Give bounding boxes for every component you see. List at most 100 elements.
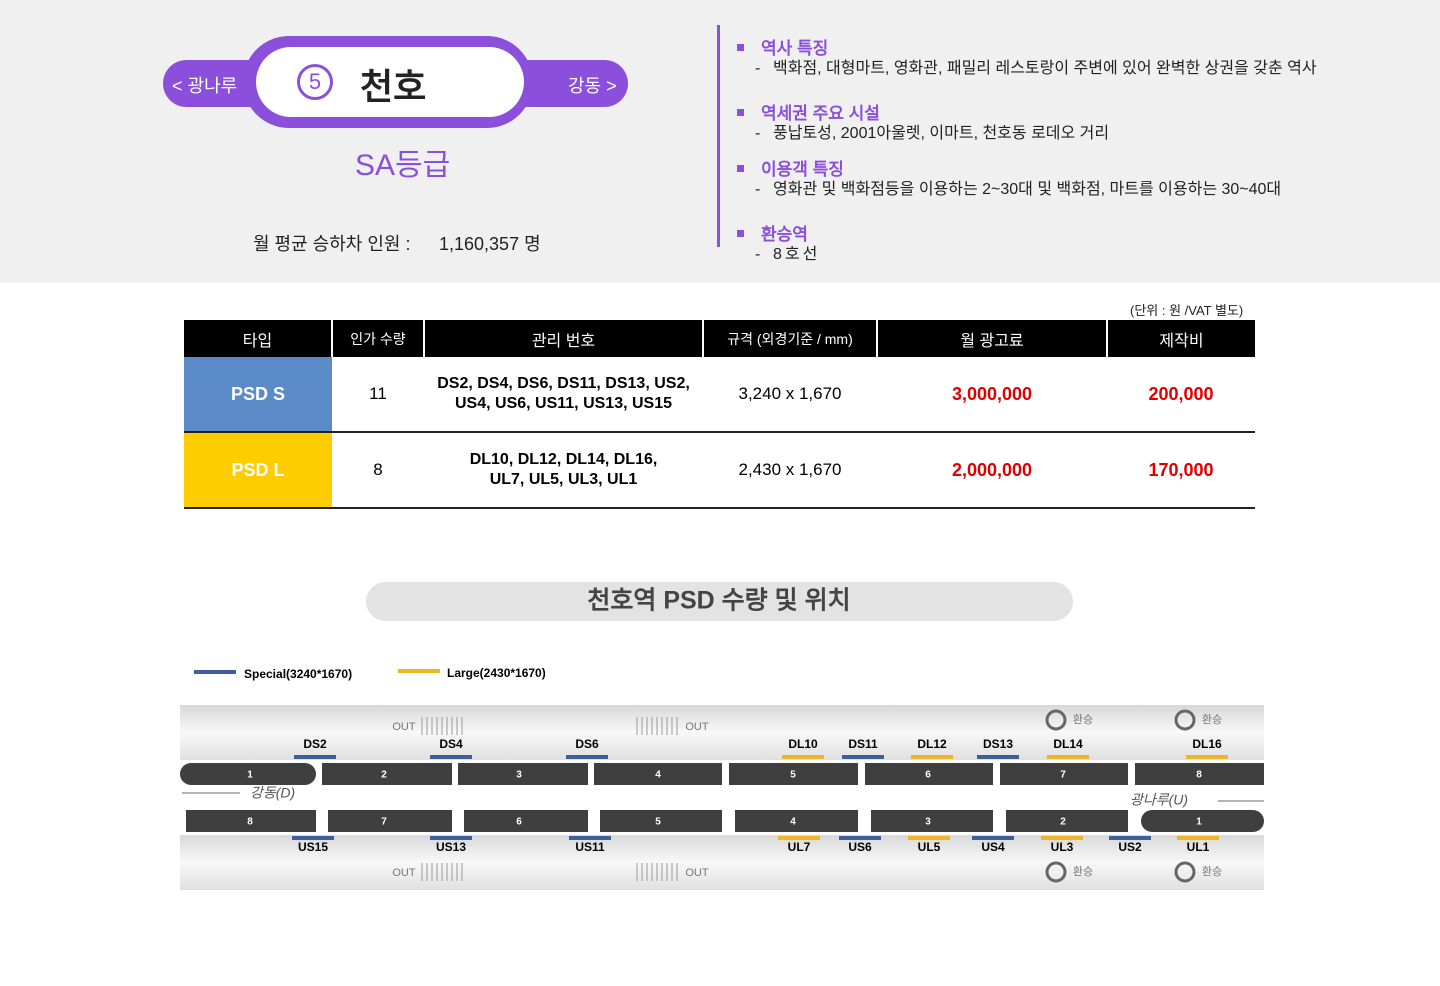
feature: 역사 특징백화점, 대형마트, 영화관, 패밀리 레스토랑이 주변에 있어 완벽…: [735, 34, 1325, 79]
feature-heading: 역사 특징: [735, 34, 1325, 59]
transfer-icon: [1174, 709, 1196, 731]
car-number: 1: [247, 770, 253, 781]
psd-marker: [842, 755, 884, 759]
feature: 이용객 특징영화관 및 백화점등을 이용하는 2~30대 및 백화점, 마트를 …: [735, 155, 1295, 200]
station-name: 천호: [360, 66, 427, 107]
transfer-icon: [1174, 861, 1196, 883]
car-number: 4: [655, 770, 661, 781]
car-number: 5: [655, 817, 661, 828]
psd-marker: [1047, 755, 1089, 759]
transfer-icon: [1045, 709, 1067, 731]
car-number: 2: [1060, 817, 1066, 828]
size-cell: 2,430 x 1,670: [703, 432, 877, 509]
psd-marker: [911, 755, 953, 759]
ridership: 1,160,357 명: [439, 234, 541, 254]
header-cell: 규격 (외경기준 / mm): [702, 320, 877, 357]
psd-label: DS11: [848, 737, 878, 751]
car: [600, 810, 722, 832]
psd-label: DS4: [439, 737, 463, 751]
car: [322, 763, 452, 785]
car-number: 5: [790, 770, 796, 781]
feature: 환승역8호선: [735, 220, 1325, 265]
car-number: 7: [381, 817, 387, 828]
psd-marker: [430, 755, 472, 759]
car: [180, 763, 316, 785]
psd-marker: [566, 755, 608, 759]
psd-label: US15: [298, 840, 328, 854]
psd-marker: [1109, 836, 1151, 840]
car: [735, 810, 858, 832]
ridership-label: 월 평균 승하차 인원 :: [253, 234, 411, 254]
ids-cell: DS2, DS4, DS6, DS11, DS13, US2, US4, US6…: [424, 357, 703, 433]
table-row: PSD S 11 DS2, DS4, DS6, DS11, DS13, US2,…: [184, 357, 1255, 433]
car: [328, 810, 452, 832]
car-number: 4: [790, 817, 796, 828]
psd-marker: [292, 836, 334, 840]
car: [1000, 763, 1128, 785]
line-number: 5: [297, 64, 333, 100]
psd-label: DL14: [1053, 737, 1083, 751]
title-pill: [366, 582, 1073, 621]
psd-label: US13: [436, 840, 466, 854]
transfer-label: 환승: [1073, 865, 1093, 878]
table-row: PSD L 8 DL10, DL12, DL14, DL16, UL7, UL5…: [184, 432, 1255, 509]
direction-left: 강동(D): [250, 785, 295, 801]
car-number: 8: [1196, 770, 1202, 781]
feature-heading: 이용객 특징: [735, 155, 1295, 180]
psd-label: DS2: [303, 737, 327, 751]
exit-label: OUT: [685, 721, 709, 733]
car: [729, 763, 858, 785]
psd-label: US4: [981, 840, 1005, 854]
psd-label: UL7: [788, 840, 811, 854]
psd-label: US2: [1118, 840, 1142, 854]
feature-heading: 역세권 주요 시설: [735, 99, 1325, 124]
exit-label: OUT: [392, 721, 416, 733]
feature-heading: 환승역: [735, 220, 1325, 245]
diagram-title: 천호역 PSD 수량 및 위치: [587, 587, 850, 615]
psd-marker: [782, 755, 824, 759]
psd-label: DL12: [917, 737, 947, 751]
legend-label: Special(3240*1670): [244, 667, 352, 681]
psd-marker: [778, 836, 820, 840]
header-cell: 월 광고료: [876, 320, 1107, 357]
legend-label: Large(2430*1670): [447, 666, 546, 680]
car: [871, 810, 993, 832]
next-station: 강동 >: [568, 76, 617, 96]
feature-item: 영화관 및 백화점등을 이용하는 2~30대 및 백화점, 마트를 이용하는 3…: [755, 180, 1295, 200]
psd-label: US6: [848, 840, 872, 854]
type-cell: PSD S: [184, 357, 332, 433]
car-number: 1: [1196, 817, 1202, 828]
car: [865, 763, 993, 785]
transfer-label: 환승: [1202, 713, 1222, 726]
psd-diagram: 천호역 PSD 수량 및 위치 Special(3240*1670) Large…: [180, 582, 1264, 890]
divider: [717, 25, 720, 247]
psd-marker: [1186, 755, 1228, 759]
price-table: 타입 인가 수량 관리 번호 규격 (외경기준 / mm) 월 광고료 제작비 …: [184, 320, 1255, 509]
platform-top: [180, 705, 1264, 760]
platform-bottom: [180, 835, 1264, 890]
exit-label: OUT: [685, 867, 709, 879]
psd-marker: [294, 755, 336, 759]
car-number: 2: [381, 770, 387, 781]
car-number: 7: [1060, 770, 1066, 781]
psd-label: US11: [575, 840, 605, 854]
car-number: 6: [516, 817, 522, 828]
legend-swatch: [398, 669, 440, 673]
transfer-label: 환승: [1073, 713, 1093, 726]
count-cell: 11: [332, 357, 424, 433]
cost-cell: 170,000: [1107, 432, 1255, 509]
transfer-icon: [1045, 861, 1067, 883]
car: [186, 810, 316, 832]
legend-swatch: [194, 670, 236, 674]
psd-marker: [977, 755, 1019, 759]
psd-marker: [972, 836, 1014, 840]
header-cell: 인가 수량: [331, 320, 424, 357]
count-cell: 8: [332, 432, 424, 509]
psd-marker: [839, 836, 881, 840]
car: [1141, 810, 1264, 832]
psd-marker: [430, 836, 472, 840]
cost-cell: 200,000: [1107, 357, 1255, 433]
feature: 역세권 주요 시설풍납토성, 2001아울렛, 이마트, 천호동 로데오 거리: [735, 99, 1325, 144]
psd-marker: [1041, 836, 1083, 840]
